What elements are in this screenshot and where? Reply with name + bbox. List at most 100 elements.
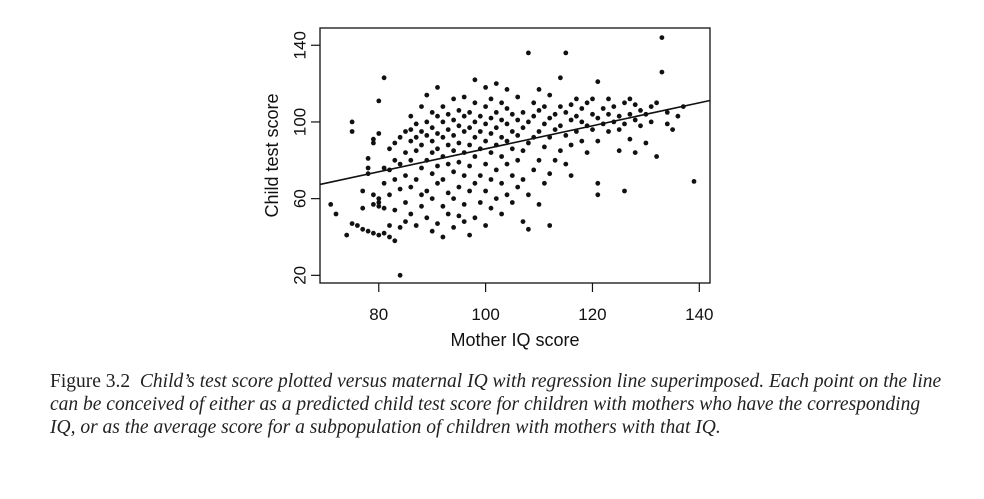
- data-point: [531, 167, 537, 173]
- regression-line: [319, 99, 711, 186]
- data-point: [408, 211, 414, 217]
- data-point: [504, 121, 510, 127]
- data-point: [365, 156, 371, 161]
- data-point: [392, 238, 398, 244]
- data-point: [467, 163, 472, 169]
- data-point: [536, 87, 542, 92]
- y-tick-label: 100: [291, 108, 310, 136]
- data-point: [574, 96, 579, 102]
- data-point: [376, 196, 382, 202]
- data-point: [435, 221, 440, 227]
- data-point: [413, 121, 419, 127]
- data-point: [483, 161, 488, 167]
- data-point: [435, 85, 440, 90]
- data-point: [536, 108, 542, 113]
- data-point: [365, 228, 371, 234]
- data-point: [403, 219, 408, 225]
- data-point: [622, 100, 627, 106]
- data-point: [392, 157, 398, 163]
- data-point: [606, 96, 611, 102]
- data-point: [445, 161, 451, 167]
- data-point: [381, 165, 387, 171]
- data-point: [403, 200, 408, 205]
- caption-label: Figure 3.2: [50, 371, 131, 392]
- data-point: [616, 127, 622, 132]
- data-point: [483, 85, 488, 90]
- data-point: [558, 123, 563, 129]
- data-point: [392, 207, 398, 213]
- data-point: [467, 110, 472, 115]
- data-point: [360, 226, 366, 232]
- data-point: [483, 223, 488, 228]
- data-point: [563, 110, 569, 115]
- data-point: [461, 94, 467, 100]
- x-axis-title: Mother IQ score: [450, 330, 579, 350]
- data-point: [483, 138, 488, 144]
- data-point: [483, 104, 488, 109]
- data-point: [451, 225, 456, 230]
- data-point: [526, 50, 531, 56]
- data-point: [590, 96, 595, 102]
- data-point: [376, 232, 382, 238]
- y-axis-title: Child test score: [262, 93, 282, 217]
- data-point: [419, 192, 424, 198]
- data-point: [333, 211, 339, 217]
- data-point: [632, 102, 638, 108]
- data-point: [536, 129, 542, 134]
- data-point: [467, 188, 472, 194]
- data-point: [515, 117, 521, 123]
- data-point: [397, 161, 403, 167]
- data-point: [568, 102, 574, 108]
- data-point: [670, 127, 675, 132]
- data-point: [429, 228, 435, 234]
- data-point: [675, 113, 681, 119]
- caption-text: Child’s test score plotted versus matern…: [50, 371, 942, 438]
- data-point: [691, 179, 697, 184]
- data-point: [648, 119, 654, 125]
- data-point: [456, 123, 462, 129]
- data-point: [440, 177, 446, 182]
- data-point: [483, 121, 488, 127]
- data-point: [499, 134, 504, 140]
- data-point: [558, 75, 563, 81]
- data-point: [451, 169, 456, 175]
- data-point: [568, 142, 574, 148]
- data-point: [520, 125, 526, 131]
- data-point: [429, 125, 435, 131]
- data-point: [435, 180, 440, 186]
- data-point: [472, 180, 478, 186]
- data-point: [611, 104, 617, 109]
- data-point: [504, 138, 510, 144]
- data-point: [664, 110, 670, 115]
- data-point: [456, 108, 462, 113]
- data-point: [467, 142, 472, 148]
- data-point: [515, 184, 521, 190]
- data-point: [659, 69, 665, 75]
- data-point: [403, 129, 408, 134]
- data-point: [504, 87, 510, 92]
- data-point: [429, 171, 435, 177]
- data-point: [381, 75, 387, 81]
- data-point: [413, 134, 419, 140]
- data-point: [632, 150, 638, 156]
- data-point: [622, 188, 627, 194]
- data-point: [419, 203, 424, 209]
- data-point: [552, 127, 558, 132]
- x-tick-label: 80: [369, 305, 388, 324]
- data-point: [387, 192, 392, 198]
- data-point: [408, 113, 414, 119]
- data-point: [408, 184, 414, 190]
- data-point: [451, 96, 456, 102]
- data-point: [488, 115, 494, 121]
- data-point: [509, 111, 515, 117]
- data-point: [424, 92, 430, 98]
- data-point: [472, 215, 478, 221]
- data-point: [488, 131, 494, 136]
- data-point: [499, 180, 504, 186]
- data-point: [445, 190, 451, 196]
- data-point: [456, 159, 462, 165]
- data-point: [360, 205, 366, 211]
- data-point: [461, 113, 467, 119]
- data-point: [558, 104, 563, 109]
- data-point: [493, 125, 499, 131]
